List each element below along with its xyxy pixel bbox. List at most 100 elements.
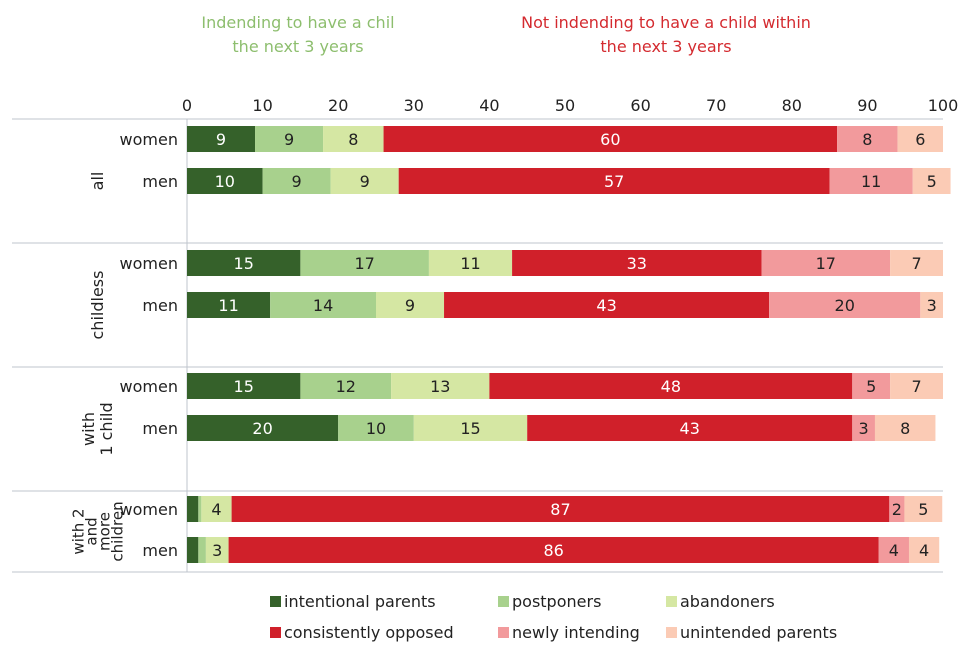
x-tick-label: 40 (479, 96, 499, 115)
row-label: men (142, 296, 178, 315)
bar-segment (255, 126, 324, 152)
bar-segment (904, 496, 943, 522)
legend-label: newly intending (512, 623, 640, 642)
bar-value-label: 11 (861, 172, 881, 191)
bar-value-label: 15 (234, 377, 254, 396)
bar-value-label: 7 (911, 377, 921, 396)
x-tick-label: 70 (706, 96, 726, 115)
bar-value-label: 13 (430, 377, 450, 396)
bar-value-label: 10 (215, 172, 235, 191)
bar-value-label: 15 (234, 254, 254, 273)
legend-swatch (498, 627, 509, 638)
x-tick-label: 0 (182, 96, 192, 115)
bar-segment (912, 168, 951, 194)
row-label: women (120, 500, 178, 519)
bar-value-label: 9 (292, 172, 302, 191)
bar-value-label: 43 (596, 296, 616, 315)
bar-segment (205, 537, 229, 563)
bar-value-label: 8 (862, 130, 872, 149)
bar-segment (512, 250, 762, 276)
row-label: women (120, 254, 178, 273)
bar-segment (187, 126, 256, 152)
bar-segment (897, 126, 943, 152)
bar-segment (761, 250, 891, 276)
legend-label: abandoners (680, 592, 775, 611)
legend-swatch (270, 627, 281, 638)
legend-swatch (666, 627, 677, 638)
bar-segment (187, 373, 301, 399)
bar-value-label: 57 (604, 172, 624, 191)
bar-value-label: 15 (460, 419, 480, 438)
group-label: all (88, 172, 107, 191)
bar-segment (444, 292, 770, 318)
header-not-intending-line: the next 3 years (600, 37, 731, 56)
legend-swatch (498, 596, 509, 607)
bar-segment (187, 415, 339, 441)
header-intending-line: Indending to have a chil (201, 13, 394, 32)
row-label: men (142, 541, 178, 560)
bar-value-label: 5 (866, 377, 876, 396)
bar-value-label: 60 (600, 130, 620, 149)
bar-segment (398, 168, 830, 194)
bar-value-label: 20 (835, 296, 855, 315)
bar-value-label: 17 (816, 254, 836, 273)
bar-value-label: 3 (859, 419, 869, 438)
bar-value-label: 48 (661, 377, 681, 396)
bar-value-label: 5 (927, 172, 937, 191)
bar-segment (270, 292, 376, 318)
x-tick-label: 30 (404, 96, 424, 115)
bar-segment (187, 537, 199, 563)
bar-value-label: 20 (252, 419, 272, 438)
bar-value-label: 5 (918, 500, 928, 519)
legend-label: postponers (512, 592, 601, 611)
bar-value-label: 87 (550, 500, 570, 519)
header-intending-line: the next 3 years (232, 37, 363, 56)
bar-value-label: 4 (211, 500, 221, 519)
bar-segment (187, 496, 199, 522)
bar-value-label: 17 (354, 254, 374, 273)
bar-value-label: 43 (680, 419, 700, 438)
bar-segment (330, 168, 399, 194)
bar-value-label: 11 (460, 254, 480, 273)
bar-segment (187, 168, 263, 194)
bar-value-label: 8 (900, 419, 910, 438)
bar-segment (890, 250, 943, 276)
bar-segment (300, 373, 392, 399)
bar-segment (874, 415, 936, 441)
x-tick-label: 20 (328, 96, 348, 115)
bar-value-label: 11 (218, 296, 238, 315)
bar-segment (890, 373, 943, 399)
bar-segment (829, 168, 913, 194)
bar-segment (908, 537, 940, 563)
bar-value-label: 7 (911, 254, 921, 273)
bar-value-label: 33 (627, 254, 647, 273)
bar-value-label: 8 (348, 130, 358, 149)
bar-segment (228, 537, 879, 563)
bar-segment (201, 496, 232, 522)
x-tick-label: 50 (555, 96, 575, 115)
group-label: more (96, 512, 114, 551)
x-tick-label: 60 (630, 96, 650, 115)
bar-segment (852, 373, 891, 399)
legend-swatch (666, 596, 677, 607)
x-tick-label: 90 (857, 96, 877, 115)
group-label: 1 child (97, 402, 116, 455)
bar-segment (187, 292, 271, 318)
bar-value-label: 3 (927, 296, 937, 315)
group-label: with (79, 412, 98, 446)
bar-segment (852, 415, 875, 441)
bar-value-label: 9 (216, 130, 226, 149)
row-label: men (142, 172, 178, 191)
bar-value-label: 2 (892, 500, 902, 519)
bar-segment (920, 292, 943, 318)
group-label: with 2 (70, 508, 88, 554)
row-label: women (120, 130, 178, 149)
bar-segment (769, 292, 921, 318)
bar-value-label: 9 (405, 296, 415, 315)
bar-segment (376, 292, 445, 318)
bar-segment (489, 373, 853, 399)
bar-segment (198, 496, 202, 522)
bar-segment (413, 415, 528, 441)
